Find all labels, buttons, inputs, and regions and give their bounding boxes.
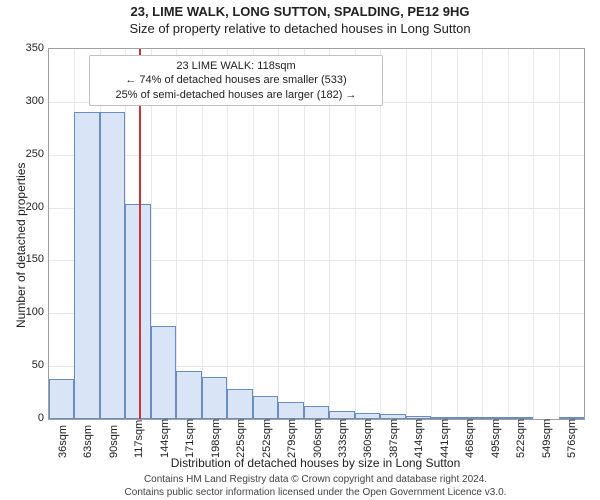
x-tick-label: 522sqm bbox=[515, 419, 527, 458]
x-tick-label: 63sqm bbox=[82, 425, 94, 458]
x-tick-label: 495sqm bbox=[490, 419, 502, 458]
annotation-line3: 25% of semi-detached houses are larger (… bbox=[96, 88, 376, 102]
histogram-bar bbox=[329, 411, 354, 419]
histogram-bar bbox=[176, 371, 201, 419]
x-tick-label: 387sqm bbox=[388, 419, 400, 458]
x-tick-label: 198sqm bbox=[210, 419, 222, 458]
annotation-line1: 23 LIME WALK: 118sqm bbox=[96, 59, 376, 73]
x-tick-label: 90sqm bbox=[108, 425, 120, 458]
histogram-bar bbox=[304, 406, 329, 419]
x-tick-label: 171sqm bbox=[184, 419, 196, 458]
x-tick-label: 441sqm bbox=[439, 419, 451, 458]
x-tick-label: 306sqm bbox=[312, 419, 324, 458]
x-tick-label: 333sqm bbox=[337, 419, 349, 458]
chart-container: 23, LIME WALK, LONG SUTTON, SPALDING, PE… bbox=[0, 4, 600, 500]
chart-title-address: 23, LIME WALK, LONG SUTTON, SPALDING, PE… bbox=[0, 4, 600, 19]
x-tick-label: 225sqm bbox=[235, 419, 247, 458]
x-tick-label: 252sqm bbox=[261, 419, 273, 458]
x-axis-label: Distribution of detached houses by size … bbox=[48, 456, 583, 470]
x-tick-label: 414sqm bbox=[413, 419, 425, 458]
histogram-bar bbox=[74, 112, 99, 419]
footer-line1: Contains HM Land Registry data © Crown c… bbox=[48, 474, 583, 487]
x-tick-label: 144sqm bbox=[159, 419, 171, 458]
y-tick-label: 50 bbox=[4, 359, 44, 371]
y-tick-label: 300 bbox=[4, 95, 44, 107]
footer: Contains HM Land Registry data © Crown c… bbox=[48, 474, 583, 499]
x-tick-label: 279sqm bbox=[286, 419, 298, 458]
histogram-bar bbox=[151, 326, 176, 419]
x-tick-label: 468sqm bbox=[464, 419, 476, 458]
histogram-bar bbox=[202, 377, 227, 419]
plot-area: 23 LIME WALK: 118sqm ← 74% of detached h… bbox=[48, 48, 585, 420]
histogram-bar bbox=[49, 379, 74, 419]
x-tick-label: 549sqm bbox=[541, 419, 553, 458]
annotation-line2: ← 74% of detached houses are smaller (53… bbox=[96, 73, 376, 87]
footer-line2: Contains public sector information licen… bbox=[48, 487, 583, 500]
y-tick-label: 350 bbox=[4, 42, 44, 54]
chart-subtitle: Size of property relative to detached ho… bbox=[0, 21, 600, 36]
histogram-bar bbox=[227, 389, 252, 419]
y-axis-label: Number of detached properties bbox=[14, 163, 28, 328]
histogram-bar bbox=[278, 402, 303, 419]
y-tick-label: 250 bbox=[4, 148, 44, 160]
x-tick-label: 36sqm bbox=[57, 425, 69, 458]
x-tick-label: 576sqm bbox=[566, 419, 578, 458]
annotation-box: 23 LIME WALK: 118sqm ← 74% of detached h… bbox=[89, 55, 383, 106]
x-tick-label: 360sqm bbox=[362, 419, 374, 458]
y-tick-label: 0 bbox=[4, 412, 44, 424]
x-tick-label: 117sqm bbox=[133, 420, 145, 458]
histogram-bar bbox=[253, 396, 278, 419]
histogram-bar bbox=[100, 112, 125, 419]
